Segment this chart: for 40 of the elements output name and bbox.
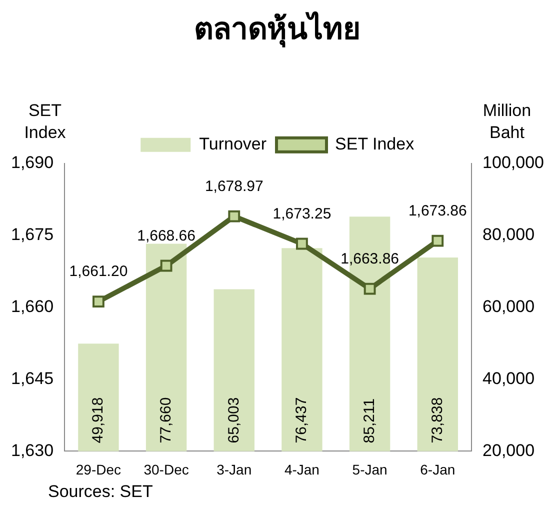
y-tick-label: 1,660 [10, 296, 54, 316]
source-note: Sources: SET [47, 482, 154, 502]
data-label: 73,838 [428, 397, 446, 444]
data-label: 1,661.20 [69, 263, 128, 280]
point [92, 296, 104, 308]
data-label: 85,211 [360, 398, 378, 444]
x-tick-label: 29-Dec [76, 461, 122, 478]
legend-label: SET Index [335, 134, 415, 154]
data-label: 1,673.25 [272, 205, 332, 222]
x-tick-label: 5-Jan [352, 461, 388, 478]
data-label: 76,437 [293, 397, 310, 444]
y-tick-label: 1,690 [10, 153, 54, 172]
point [160, 260, 172, 272]
y-axis-title: SET Index [23, 100, 67, 144]
x-tick-label: 6-Jan [420, 461, 456, 478]
point [296, 238, 308, 250]
y2-tick-label: 40,000 [482, 368, 535, 388]
y2-axis-title: Million Baht [482, 100, 532, 144]
y-tick-label: 1,675 [10, 225, 54, 244]
point [432, 234, 444, 247]
y2-tick-label: 60,000 [482, 296, 535, 316]
data-label: 1,678.97 [204, 178, 264, 195]
y2-tick-label: 100,000 [482, 153, 544, 172]
data-label: 49,918 [90, 397, 107, 444]
legend-label: Turnover [199, 134, 267, 154]
y-tick-label: 1,630 [10, 440, 54, 460]
x-tick-label: 4-Jan [284, 461, 320, 478]
y-tick-label: 1,645 [10, 368, 54, 388]
y2-tick-label: 80,000 [482, 225, 535, 244]
data-label: 1,663.86 [340, 250, 399, 268]
point [364, 282, 376, 295]
data-label: 1,668.66 [137, 227, 196, 244]
chart-title: ตลาดหุ้นไทย [193, 10, 362, 50]
x-tick-label: 30-Dec [144, 461, 189, 478]
data-label: 77,660 [157, 397, 174, 444]
point [228, 210, 240, 222]
x-tick-label: 3-Jan [216, 461, 252, 478]
data-label: 1,673.86 [408, 202, 467, 220]
data-label: 65,003 [225, 397, 242, 444]
y2-tick-label: 20,000 [482, 440, 535, 460]
